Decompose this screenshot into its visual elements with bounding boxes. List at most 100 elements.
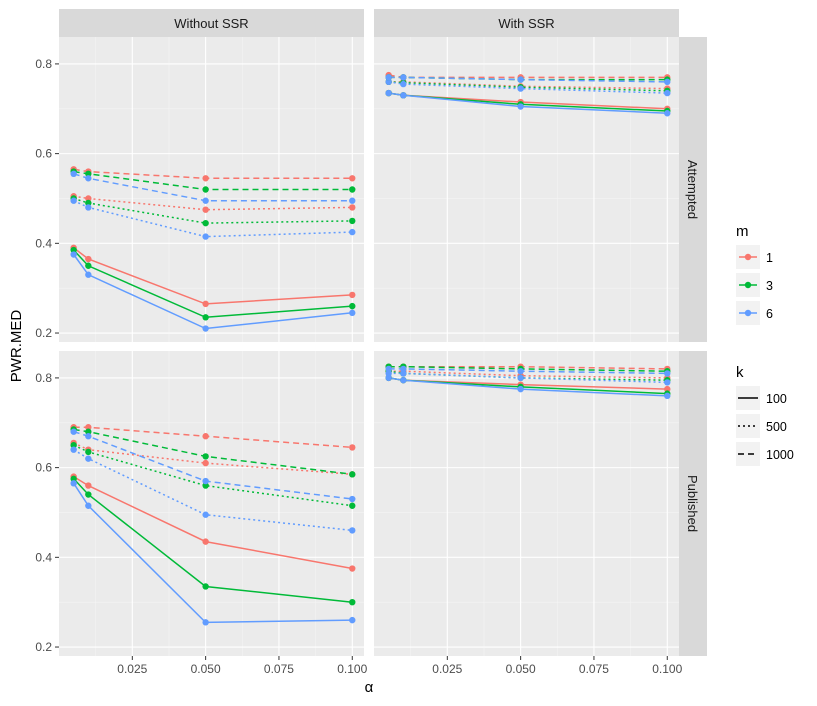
- legend-k-label: 1000: [766, 448, 794, 462]
- data-point-m3-k500: [202, 220, 208, 226]
- data-point-m3-k100: [202, 314, 208, 320]
- data-point-m6-k1000: [85, 433, 91, 439]
- data-point-m6-k500: [400, 81, 406, 87]
- data-point-m3-k1000: [349, 471, 355, 477]
- y-tick-label: 0.6: [35, 461, 52, 475]
- x-tick-label: 0.075: [579, 662, 609, 676]
- x-tick-label: 0.025: [117, 662, 147, 676]
- data-point-m6-k1000: [664, 370, 670, 376]
- x-tick-label: 0.100: [337, 662, 367, 676]
- data-point-m6-k100: [517, 103, 523, 109]
- y-tick-label: 0.2: [35, 640, 52, 654]
- data-point-m1-k500: [202, 206, 208, 212]
- data-point-m1-k500: [202, 460, 208, 466]
- legend-m-label: 1: [766, 251, 773, 265]
- data-point-m6-k500: [202, 233, 208, 239]
- legend-m-title: m: [736, 223, 749, 240]
- legend-m-key-point: [745, 310, 751, 316]
- y-tick-label: 0.6: [35, 147, 52, 161]
- data-point-m6-k100: [664, 110, 670, 116]
- data-point-m6-k100: [349, 617, 355, 623]
- strip-row-label-attempted: Attempted: [685, 160, 700, 219]
- data-point-m6-k500: [85, 204, 91, 210]
- data-point-m1-k100: [85, 482, 91, 488]
- data-point-m6-k500: [517, 85, 523, 91]
- y-tick-label: 0.8: [35, 57, 52, 71]
- data-point-m6-k500: [349, 527, 355, 533]
- data-point-m6-k100: [85, 503, 91, 509]
- panel-background: [374, 351, 679, 656]
- data-point-m6-k100: [385, 90, 391, 96]
- data-point-m6-k100: [70, 251, 76, 257]
- panel-attempted-with-ssr: [374, 37, 679, 342]
- panel-attempted-without-ssr: [59, 37, 364, 342]
- x-axis-title: α: [365, 679, 374, 696]
- x-tick-label: 0.025: [432, 662, 462, 676]
- data-point-m6-k1000: [349, 198, 355, 204]
- data-point-m6-k1000: [70, 171, 76, 177]
- data-point-m6-k500: [70, 446, 76, 452]
- y-tick-label: 0.8: [35, 371, 52, 385]
- legend-m-key-point: [745, 254, 751, 260]
- data-point-m6-k1000: [517, 368, 523, 374]
- data-point-m6-k1000: [385, 74, 391, 80]
- y-tick-label: 0.4: [35, 236, 52, 250]
- data-point-m6-k1000: [517, 76, 523, 82]
- data-point-m6-k1000: [85, 175, 91, 181]
- x-tick-label: 0.075: [264, 662, 294, 676]
- data-point-m6-k500: [349, 229, 355, 235]
- data-point-m6-k1000: [70, 429, 76, 435]
- legend-k-label: 500: [766, 420, 787, 434]
- data-point-m3-k100: [349, 303, 355, 309]
- strip-row-label-published: Published: [685, 475, 700, 532]
- data-point-m6-k1000: [385, 366, 391, 372]
- data-point-m1-k100: [85, 256, 91, 262]
- panel-published-without-ssr: [59, 351, 364, 656]
- y-axis-title: PWR.MED: [8, 310, 25, 383]
- data-point-m1-k100: [202, 301, 208, 307]
- faceted-line-chart: Without SSR With SSR Attempted Published…: [0, 0, 817, 701]
- data-point-m3-k100: [349, 599, 355, 605]
- data-point-m3-k100: [202, 583, 208, 589]
- x-tick-label: 0.050: [506, 662, 536, 676]
- data-point-m3-k1000: [202, 453, 208, 459]
- legend-m-key-point: [745, 282, 751, 288]
- legend-k-label: 100: [766, 392, 787, 406]
- data-point-m1-k1000: [349, 444, 355, 450]
- data-point-m1-k100: [349, 565, 355, 571]
- data-point-m3-k500: [349, 503, 355, 509]
- y-tick-label: 0.4: [35, 550, 52, 564]
- data-point-m6-k100: [349, 310, 355, 316]
- data-point-m6-k100: [400, 92, 406, 98]
- data-point-m3-k1000: [349, 186, 355, 192]
- strip-col-label-without-ssr: Without SSR: [174, 16, 248, 31]
- data-point-m6-k500: [202, 512, 208, 518]
- data-point-m6-k100: [202, 325, 208, 331]
- data-point-m6-k1000: [202, 198, 208, 204]
- x-tick-label: 0.050: [191, 662, 221, 676]
- data-point-m3-k500: [349, 218, 355, 224]
- data-point-m1-k500: [349, 204, 355, 210]
- x-tick-label: 0.100: [652, 662, 682, 676]
- data-point-m3-k500: [85, 449, 91, 455]
- data-point-m6-k1000: [400, 366, 406, 372]
- data-point-m6-k100: [202, 619, 208, 625]
- data-point-m1-k100: [202, 538, 208, 544]
- data-point-m3-k100: [85, 491, 91, 497]
- data-point-m6-k1000: [349, 496, 355, 502]
- data-point-m6-k1000: [664, 79, 670, 85]
- data-point-m6-k500: [85, 455, 91, 461]
- data-point-m6-k100: [664, 393, 670, 399]
- data-point-m6-k100: [400, 377, 406, 383]
- data-point-m6-k1000: [400, 74, 406, 80]
- legend-k-title: k: [736, 364, 744, 381]
- legend-m-label: 6: [766, 307, 773, 321]
- data-point-m6-k500: [664, 379, 670, 385]
- y-tick-label: 0.2: [35, 326, 52, 340]
- data-point-m3-k100: [85, 263, 91, 269]
- data-point-m6-k100: [517, 386, 523, 392]
- data-point-m6-k100: [85, 272, 91, 278]
- data-point-m6-k500: [664, 90, 670, 96]
- data-point-m1-k1000: [202, 175, 208, 181]
- data-point-m6-k500: [517, 375, 523, 381]
